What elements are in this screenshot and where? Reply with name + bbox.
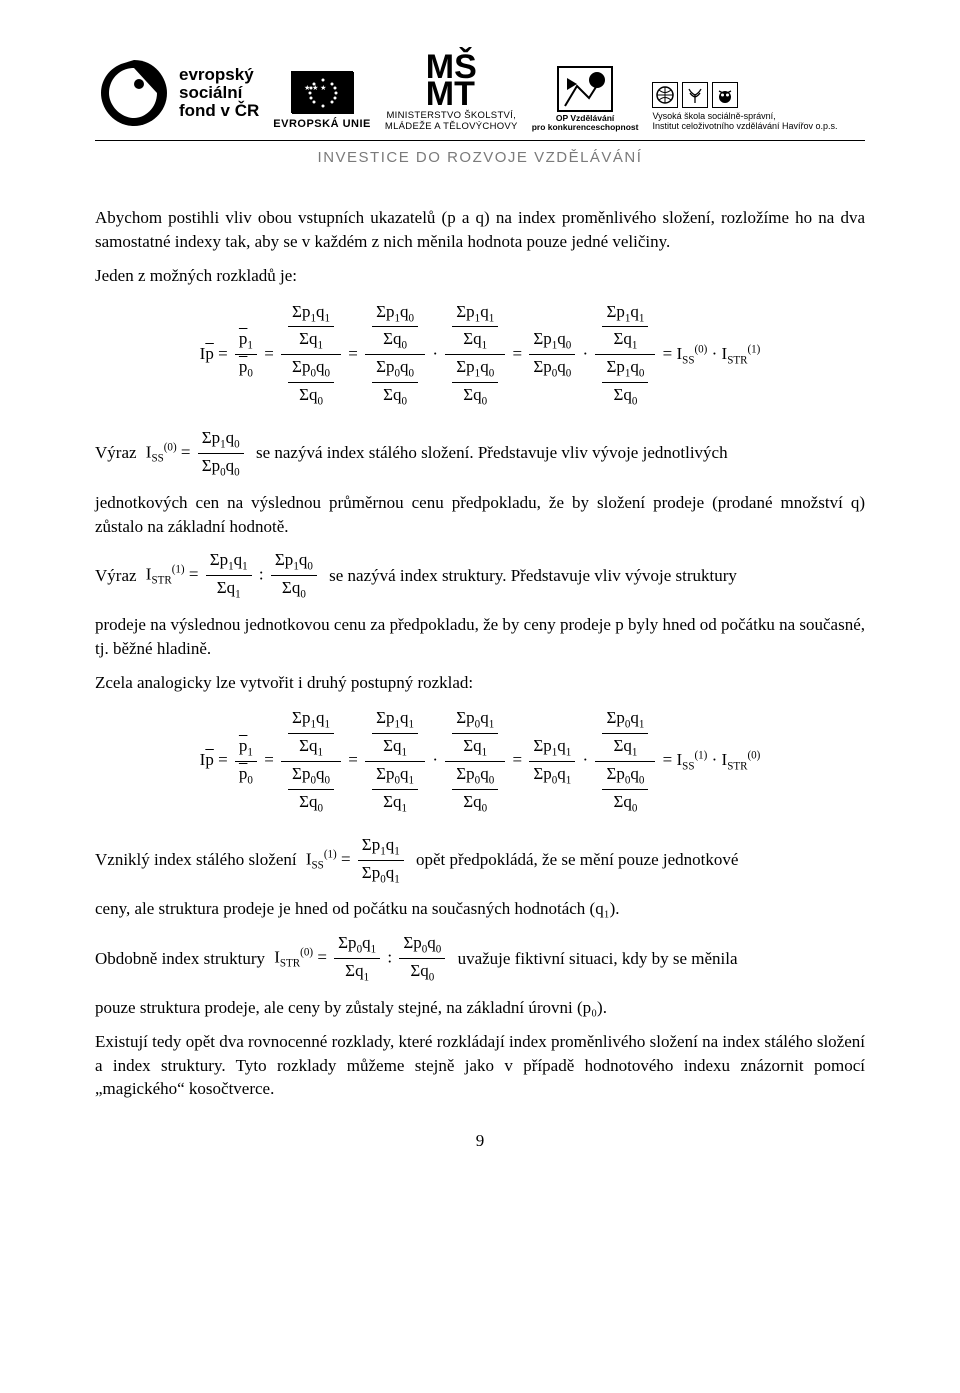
para-obdob-istr0: Obdobně index struktury ISTR(0) = Σp0q1Σ… [95,931,865,986]
esf-swirl-icon [95,54,173,132]
esf-text: evropský sociální fond v ČR [179,66,259,120]
formula-rozklad-1: Ip = p1p0 = Σp1q1Σq1 Σp0q0Σq0 = Σp1q0Σq0… [95,300,865,410]
opvk-box-icon [557,66,613,112]
para-vyraz-iss0-cont: jednotkových cen na výslednou průměrnou … [95,491,865,539]
para-vznik-cont: ceny, ale struktura prodeje je hned od p… [95,897,865,921]
para-vyraz-istr1-cont: prodeje na výslednou jednotkovou cenu za… [95,613,865,661]
opvk-logo: OP Vzdělávání pro konkurenceschopnost [532,66,639,133]
header-logos: evropský sociální fond v ČR EVROPSKÁ UNI… [95,54,865,132]
page-number: 9 [95,1129,865,1153]
formula-istr0-def: ISTR(0) = Σp0q1Σq1 : Σp0q0Σq0 [270,931,453,986]
para-vyraz-istr1: Výraz ISTR(1) = Σp1q1Σq1 : Σp1q0Σq0 se n… [95,548,865,603]
para-rozklad-intro: Jeden z možných rozkladů je: [95,264,865,288]
para-conclusion: Existují tedy opět dva rovnocenné rozkla… [95,1030,865,1101]
esf-line1: evropský [179,66,259,84]
para-intro: Abychom postihli vliv obou vstupních uka… [95,206,865,254]
para-analogicky: Zcela analogicky lze vytvořit i druhý po… [95,671,865,695]
owl-icon [712,82,738,108]
vsss-logo: Vysoká škola sociálně-správní, Institut … [652,82,837,133]
para-obdob-cont: pouze struktura prodeje, ale ceny by zůs… [95,996,865,1020]
formula-rozklad-2: Ip = p1p0 = Σp1q1Σq1 Σp0q0Σq0 = Σp1q1Σq1… [95,706,865,816]
vsss-icons [652,82,738,108]
formula-istr1-def: ISTR(1) = Σp1q1Σq1 : Σp1q0Σq0 [142,548,325,603]
esf-logo: evropský sociální fond v ČR [95,54,259,132]
msmt-caption: MINISTERSTVO ŠKOLSTVÍ, MLÁDEŽE A TĚLOVÝC… [385,111,518,132]
eu-logo: EVROPSKÁ UNIE [273,71,371,132]
opvk-caption: OP Vzdělávání pro konkurenceschopnost [532,114,639,133]
formula-iss0-def: ISS(0) = Σp1q0Σp0q0 [142,426,251,481]
header-divider [95,140,865,141]
vsss-caption: Vysoká škola sociálně-správní, Institut … [652,111,837,133]
para-vyraz-iss0: Výraz ISS(0) = Σp1q0Σp0q0 se nazývá inde… [95,426,865,481]
formula-iss1-def: ISS(1) = Σp1q1Σp0q1 [302,833,411,888]
msmt-glyph-icon: MŠMT [426,54,477,108]
tree-icon [682,82,708,108]
eu-label: EVROPSKÁ UNIE [273,117,371,132]
msmt-logo: MŠMT MINISTERSTVO ŠKOLSTVÍ, MLÁDEŽE A TĚ… [385,54,518,132]
globe-icon [652,82,678,108]
esf-line3: fond v ČR [179,102,259,120]
eu-flag-icon [291,71,353,113]
invest-tagline: INVESTICE DO ROZVOJE VZDĚLÁVÁNÍ [95,147,865,168]
para-vznik-iss1: Vzniklý index stálého složení ISS(1) = Σ… [95,833,865,888]
esf-line2: sociální [179,84,259,102]
